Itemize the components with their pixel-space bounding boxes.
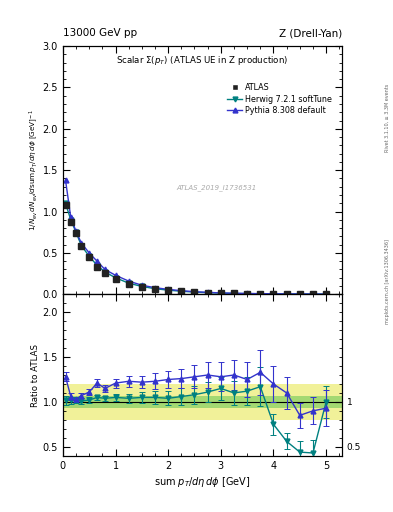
Text: Z (Drell-Yan): Z (Drell-Yan)	[279, 28, 342, 38]
Text: Scalar $\Sigma(p_T)$ (ATLAS UE in Z production): Scalar $\Sigma(p_T)$ (ATLAS UE in Z prod…	[116, 54, 288, 67]
Bar	[63, 396, 342, 408]
Text: mcplots.cern.ch [arXiv:1306.3436]: mcplots.cern.ch [arXiv:1306.3436]	[385, 239, 390, 324]
Text: 13000 GeV pp: 13000 GeV pp	[63, 28, 137, 38]
X-axis label: sum $p_T/d\eta\,d\phi$ [GeV]: sum $p_T/d\eta\,d\phi$ [GeV]	[154, 475, 251, 489]
Text: Rivet 3.1.10, ≥ 3.3M events: Rivet 3.1.10, ≥ 3.3M events	[385, 83, 390, 152]
Text: ATLAS_2019_I1736531: ATLAS_2019_I1736531	[176, 184, 257, 191]
Legend: ATLAS, Herwig 7.2.1 softTune, Pythia 8.308 default: ATLAS, Herwig 7.2.1 softTune, Pythia 8.3…	[224, 80, 335, 118]
Y-axis label: Ratio to ATLAS: Ratio to ATLAS	[31, 344, 40, 407]
Y-axis label: $1/N_{\rm ev}\,dN_{\rm ev}/d{\rm sum}\,p_T/d\eta\,d\phi\;[{\rm GeV}]^{-1}$: $1/N_{\rm ev}\,dN_{\rm ev}/d{\rm sum}\,p…	[27, 110, 40, 231]
Bar	[63, 384, 342, 420]
